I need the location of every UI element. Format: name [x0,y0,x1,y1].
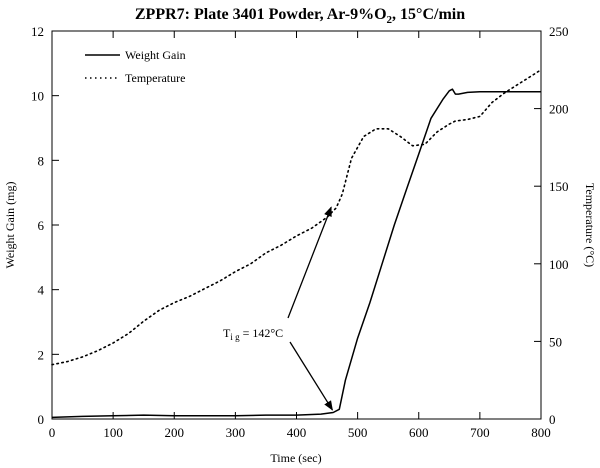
right-y-tick-label: 0 [549,412,556,427]
annotation-arrow [287,206,332,319]
x-tick-label: 0 [49,425,56,440]
x-tick-label: 600 [409,425,429,440]
left-y-tick-label: 12 [31,24,44,39]
ignition-annotation: Ti g = 142°C [223,206,333,411]
left-y-axis-label: Weight Gain (mg) [3,181,17,268]
chart-title-subscript: 2 [387,14,393,26]
plot-frame [51,30,542,420]
right-y-tick-label: 200 [549,102,569,117]
x-tick-label: 200 [165,425,185,440]
chart-title: ZPPR7: Plate 3401 Powder, Ar-9%O2, 15°C/… [135,6,465,26]
right-y-axis-ticks: 0 50 100 150 200 250 [534,24,569,427]
x-tick-label: 800 [531,425,551,440]
x-axis-label: Time (sec) [270,451,321,465]
right-y-tick-label: 250 [549,24,569,39]
ignition-label-main: T [223,326,231,340]
x-tick-label: 500 [348,425,368,440]
weight-gain-series-line [51,88,541,419]
left-y-tick-label: 0 [38,412,45,427]
chart-title-main: ZPPR7: Plate 3401 Powder, Ar-9%O [135,6,387,23]
left-y-tick-label: 8 [38,153,45,168]
ignition-temperature-label: Ti g = 142°C [223,326,283,342]
ignition-label-subscript: i g [230,332,240,342]
left-y-tick-label: 10 [31,89,44,104]
x-tick-label: 300 [226,425,246,440]
ignition-label-rest: = 142°C [240,326,284,340]
temperature-series-line [51,69,542,366]
left-y-tick-label: 6 [38,218,45,233]
right-y-axis-label: Temperature (°C) [583,183,597,267]
legend: Weight Gain Temperature [85,48,186,85]
right-y-tick-label: 150 [549,179,569,194]
left-y-tick-label: 2 [38,347,45,362]
right-y-tick-label: 100 [549,257,569,272]
annotation-arrow [289,341,333,411]
chart-title-suffix: , 15°C/min [392,6,465,23]
x-tick-label: 100 [103,425,123,440]
series-group [51,69,542,419]
right-y-tick-label: 50 [549,334,562,349]
annotation-arrows [287,206,333,411]
left-y-tick-label: 4 [38,283,45,298]
x-tick-label: 400 [287,425,307,440]
left-y-axis-ticks: 0 2 4 6 8 10 12 [31,24,59,427]
legend-weight-gain-label: Weight Gain [125,48,186,62]
legend-temperature-label: Temperature [125,71,185,85]
x-tick-label: 700 [470,425,490,440]
x-axis-ticks: 0 100 200 300 400 500 600 700 800 [49,31,551,440]
